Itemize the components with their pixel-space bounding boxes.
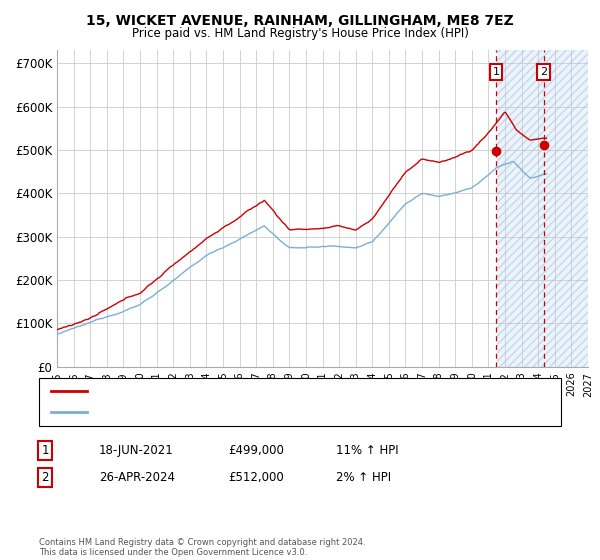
Text: £512,000: £512,000 [228,470,284,484]
Text: 15, WICKET AVENUE, RAINHAM, GILLINGHAM, ME8 7EZ (detached house): 15, WICKET AVENUE, RAINHAM, GILLINGHAM, … [93,386,472,396]
Text: £499,000: £499,000 [228,444,284,458]
Text: 2% ↑ HPI: 2% ↑ HPI [336,470,391,484]
Text: 2: 2 [41,470,49,484]
Bar [497,50,588,367]
Text: 15, WICKET AVENUE, RAINHAM, GILLINGHAM, ME8 7EZ: 15, WICKET AVENUE, RAINHAM, GILLINGHAM, … [86,14,514,28]
Text: 18-JUN-2021: 18-JUN-2021 [99,444,174,458]
Bar [497,50,588,367]
Text: 1: 1 [41,444,49,458]
Text: HPI: Average price, detached house, Medway: HPI: Average price, detached house, Medw… [93,407,329,417]
Text: 2: 2 [540,67,547,77]
Text: 26-APR-2024: 26-APR-2024 [99,470,175,484]
Text: 1: 1 [493,67,500,77]
Text: 11% ↑ HPI: 11% ↑ HPI [336,444,398,458]
Text: Contains HM Land Registry data © Crown copyright and database right 2024.
This d: Contains HM Land Registry data © Crown c… [39,538,365,557]
Text: Price paid vs. HM Land Registry's House Price Index (HPI): Price paid vs. HM Land Registry's House … [131,27,469,40]
